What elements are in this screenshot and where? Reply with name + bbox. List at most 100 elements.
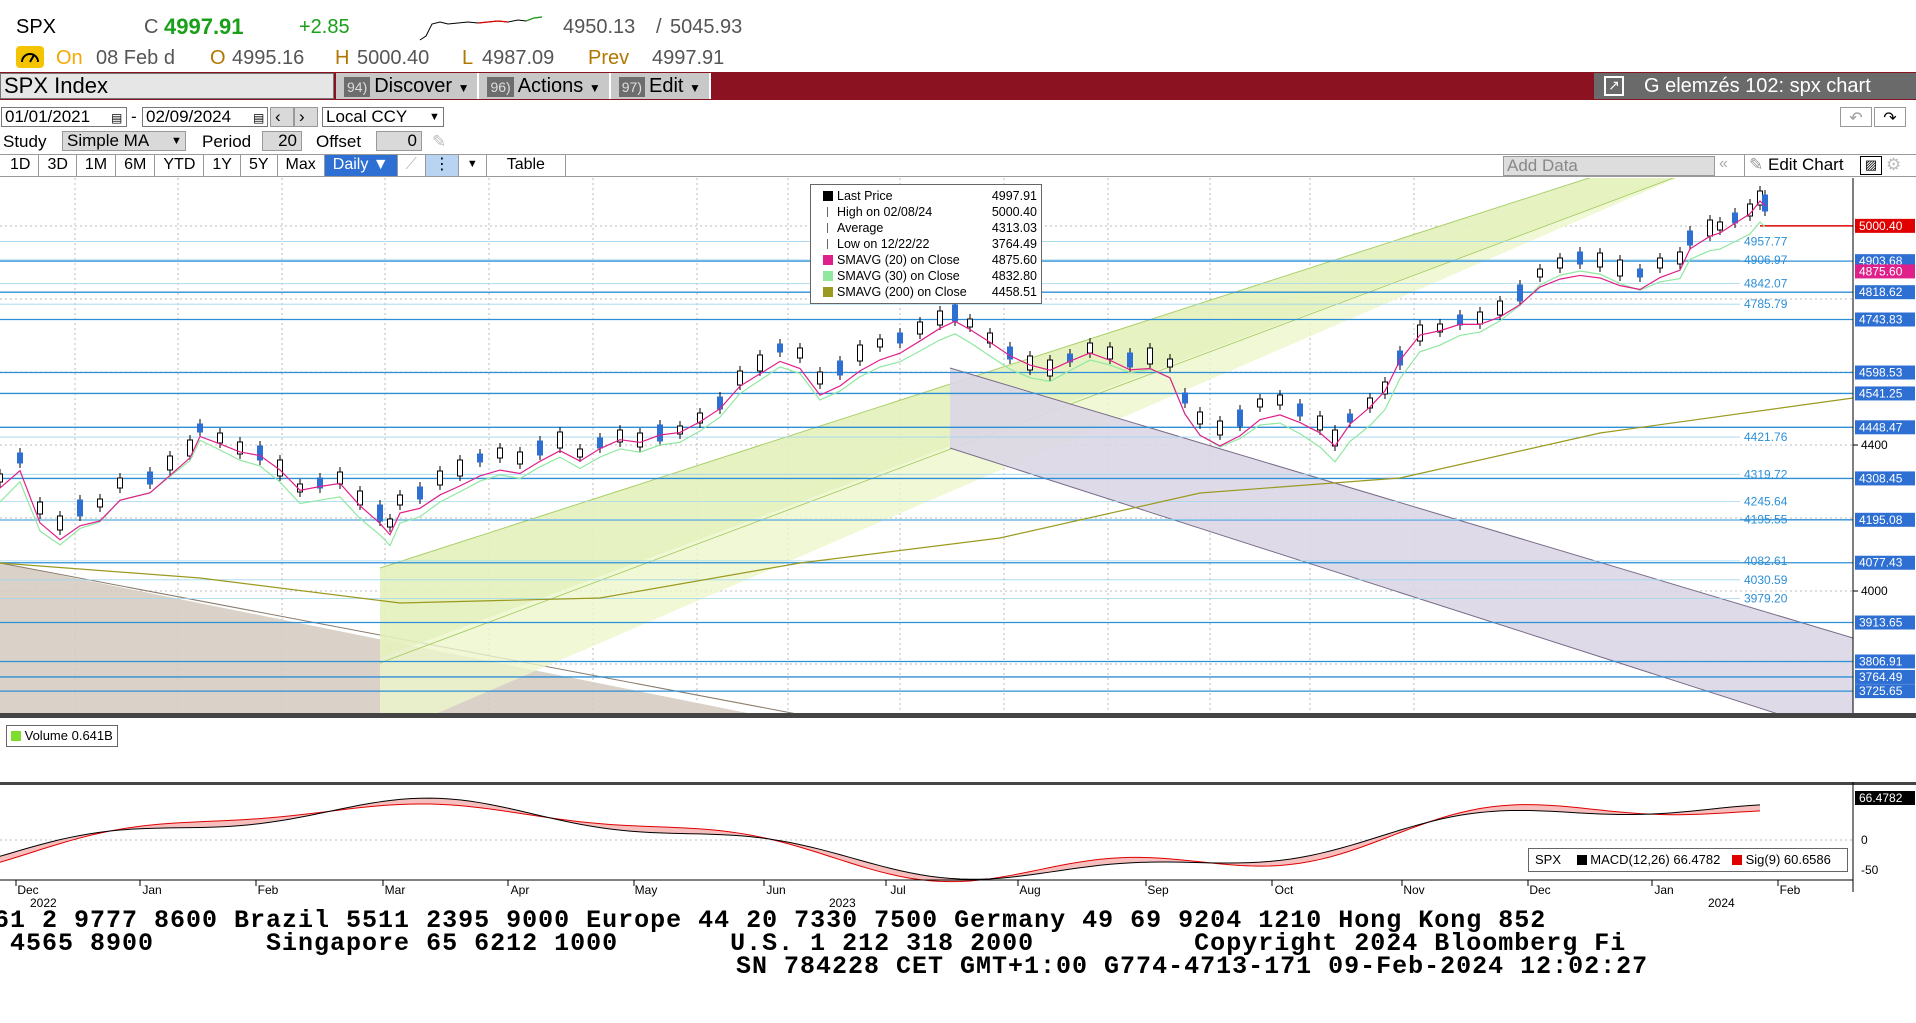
period-input[interactable]: 20 [262,131,302,151]
candle-body [837,360,843,376]
candle-body [937,310,943,326]
study-select[interactable]: Simple MA [62,131,186,151]
level-label: 4842.07 [1744,277,1788,291]
range-tab[interactable]: 3D [39,155,77,176]
speedometer-icon[interactable] [16,46,44,68]
volume-swatch [11,731,21,741]
discover-menu[interactable]: 94) Discover ▼ [336,73,480,99]
month-label: Mar [385,883,406,897]
month-label: Nov [1403,883,1424,897]
candle-body [577,448,583,458]
range-tab[interactable]: 6M [116,155,156,176]
chevron-down-icon[interactable]: ▼ [429,111,440,123]
candle-body [917,321,923,335]
candle-body [417,486,423,500]
legend-name: Last Price [837,189,893,203]
candle-body [117,477,123,489]
candle-body [967,318,973,328]
page-title-panel: ↗ G elemzés 102: spx chart [1594,73,1916,99]
security-field[interactable]: SPX Index [0,73,334,99]
candle-body [677,425,683,435]
candle-body [1217,420,1223,436]
month-label: Oct [1275,883,1294,897]
next-period-button[interactable]: › [294,107,318,127]
candle-body [857,344,863,362]
candle-body [1677,251,1683,265]
date-dash: - [131,107,137,126]
candle-body [637,432,643,448]
candle-body [1237,409,1243,427]
actions-menu[interactable]: 96) Actions ▼ [479,73,611,99]
chevron-down-icon: ▼ [457,81,470,95]
offset-input[interactable]: 0 [376,131,422,151]
year-label: 2022 [30,896,57,910]
legend-name: Average [837,221,884,235]
chevron-down-icon[interactable]: ▼ [171,135,182,147]
candle-body [197,423,203,433]
legend-row: Last Price 4997.91 [821,188,1037,204]
prev-period-button[interactable]: ‹ [270,107,294,127]
candle-body [877,338,883,348]
pane-separator [0,713,1916,718]
candle-body [1087,342,1093,354]
range-tab[interactable]: YTD [155,155,205,176]
channel-line [949,447,1793,718]
table-button[interactable]: Table [486,155,566,176]
candle-body [617,429,623,443]
price-tag [1855,365,1915,380]
export-icon[interactable]: ↗ [1604,76,1624,96]
redo-icon[interactable]: ↷ [1874,107,1906,127]
channel-line [949,367,1854,639]
candle-body [757,354,763,372]
menu-bar: SPX Index 94) Discover ▼ 96) Actions ▼ 97) Ed… [0,72,1916,100]
legend-value: 4458.51 [991,285,1037,299]
candle-body [497,447,503,459]
candle-body [1127,352,1133,368]
candle-body [1027,355,1033,371]
legend-name: Low on 12/22/22 [837,237,930,251]
range-tab[interactable]: 1M [76,155,117,176]
frequency-select[interactable]: Daily ▼ [324,155,398,176]
gear-icon[interactable]: ⚙ [1886,155,1902,174]
candle-body [377,504,383,522]
end-date-input[interactable]: 02/09/2024 [142,107,268,127]
add-data-input[interactable]: Add Data [1503,156,1715,176]
candle-body [537,440,543,456]
candle-body [457,459,463,477]
downtrend-channel [950,368,1853,718]
chevron-down-icon[interactable]: ▼ [458,155,487,176]
calendar-icon[interactable]: ▤ [111,111,123,125]
edit-chart-button[interactable]: ✎ Edit Chart [1744,155,1848,176]
currency-select[interactable]: Local CCY [322,107,444,127]
macd-tag [1855,791,1915,805]
chart-type-icon[interactable]: ⟋ [397,155,426,176]
calendar-icon[interactable]: ▤ [253,111,265,125]
candle-body [1182,392,1188,404]
month-label: Jan [142,883,161,897]
range-tab[interactable]: 5Y [240,155,278,176]
month-label: Apr [511,883,530,897]
range-low: 4950.13 [563,16,636,38]
range-tab[interactable]: 1D [2,155,40,176]
bar-type-icon[interactable]: ⋮ [425,155,459,176]
range-tab[interactable]: Max [277,155,325,176]
chart-settings-icon[interactable]: ▨ [1860,156,1882,175]
start-date-input[interactable]: 01/01/2021 [1,107,127,127]
range-tab[interactable]: 1Y [204,155,241,176]
legend-name: SMAVG (30) on Close [837,269,960,283]
legend-swatch [823,255,833,265]
high-value: 5000.40 [357,47,430,69]
candle-body [517,451,523,465]
edit-menu[interactable]: 97) Edit ▼ [610,73,711,99]
volume-label-box: Volume 0.641B [6,725,118,747]
undo-icon[interactable]: ↶ [1840,107,1872,127]
collapse-icon[interactable]: « [1719,155,1728,172]
macd-chart[interactable]: 66.4782 0 -50 Dec Jan Feb Mar Apr May Jun Jul Aug Se… [0,782,1916,902]
price-tag-label: 3764.49 [1859,670,1903,684]
prev-label: Prev [588,47,630,69]
price-tag [1855,218,1915,233]
candle-body [1762,194,1768,212]
pencil-icon[interactable]: ✎ [432,132,447,151]
legend-value: 3764.49 [991,237,1037,251]
pane-separator [0,782,1916,785]
